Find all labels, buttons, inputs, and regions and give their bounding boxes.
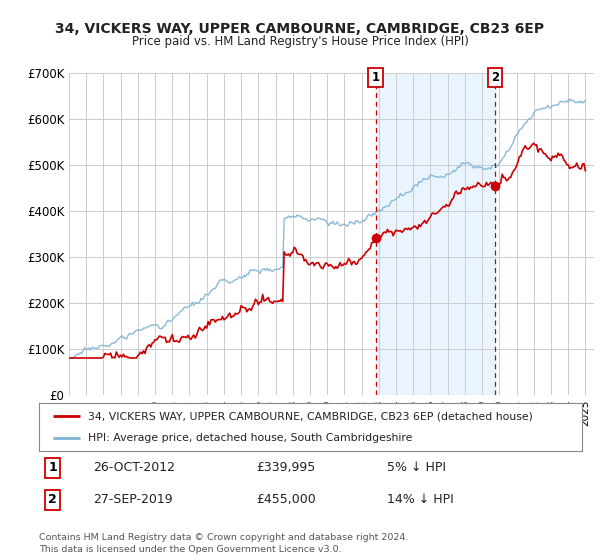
Text: 14% ↓ HPI: 14% ↓ HPI <box>386 493 453 506</box>
Text: 27-SEP-2019: 27-SEP-2019 <box>94 493 173 506</box>
Text: Price paid vs. HM Land Registry's House Price Index (HPI): Price paid vs. HM Land Registry's House … <box>131 35 469 48</box>
Text: 2: 2 <box>491 71 499 84</box>
Text: Contains HM Land Registry data © Crown copyright and database right 2024.: Contains HM Land Registry data © Crown c… <box>39 533 409 542</box>
Text: 34, VICKERS WAY, UPPER CAMBOURNE, CAMBRIDGE, CB23 6EP: 34, VICKERS WAY, UPPER CAMBOURNE, CAMBRI… <box>55 22 545 36</box>
Text: 2: 2 <box>48 493 57 506</box>
Text: 26-OCT-2012: 26-OCT-2012 <box>94 461 175 474</box>
Text: This data is licensed under the Open Government Licence v3.0.: This data is licensed under the Open Gov… <box>39 545 341 554</box>
Text: 34, VICKERS WAY, UPPER CAMBOURNE, CAMBRIDGE, CB23 6EP (detached house): 34, VICKERS WAY, UPPER CAMBOURNE, CAMBRI… <box>88 411 533 421</box>
Text: 5% ↓ HPI: 5% ↓ HPI <box>386 461 446 474</box>
Text: 1: 1 <box>48 461 57 474</box>
Bar <box>376 73 495 395</box>
Text: £455,000: £455,000 <box>256 493 316 506</box>
Text: £339,995: £339,995 <box>256 461 316 474</box>
Text: 1: 1 <box>371 71 380 84</box>
Text: HPI: Average price, detached house, South Cambridgeshire: HPI: Average price, detached house, Sout… <box>88 433 412 443</box>
